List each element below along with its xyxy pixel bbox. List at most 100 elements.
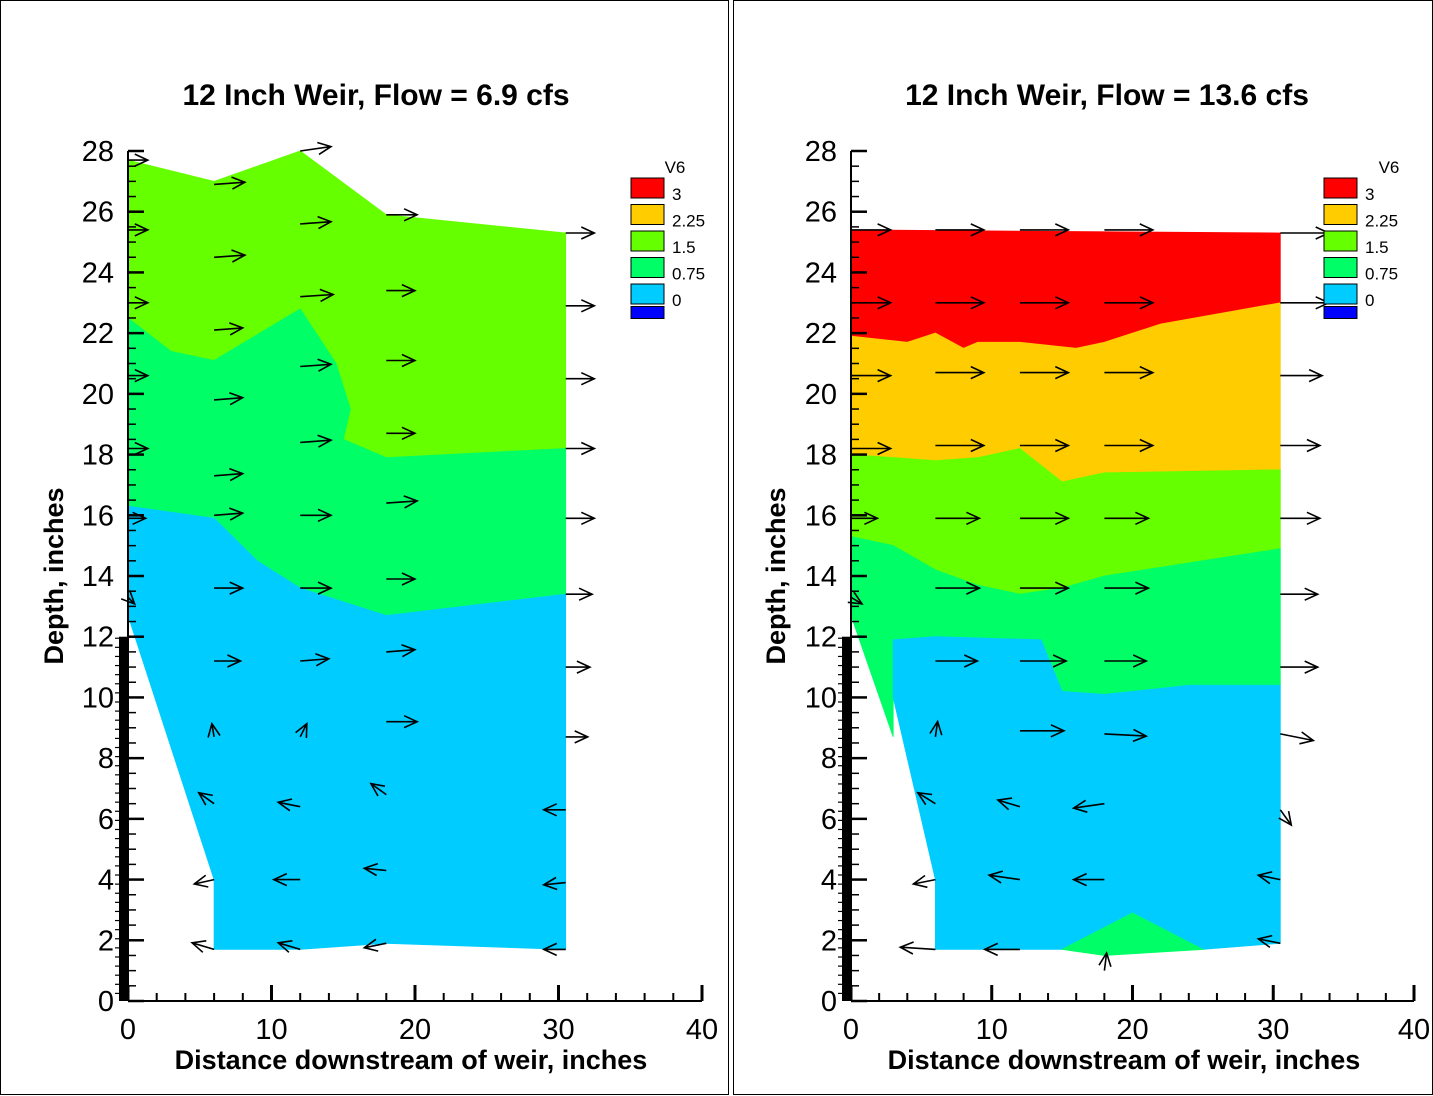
velocity-arrow: [128, 223, 150, 237]
chart-left-svg: 12 Inch Weir, Flow = 6.9 cfs Distance do…: [39, 79, 718, 1075]
y-tick-label: 20: [805, 379, 837, 411]
velocity-arrow: [1280, 226, 1331, 240]
velocity-arrow: [851, 223, 893, 237]
velocity-arrow: [565, 441, 597, 456]
x-tick-label: 10: [255, 1014, 287, 1046]
velocity-arrow: [935, 654, 980, 668]
x-tick-label: 30: [1257, 1014, 1289, 1046]
x-tick-label: 40: [1398, 1014, 1430, 1046]
y-tick-label: 2: [821, 925, 837, 957]
velocity-arrow: [386, 353, 417, 368]
velocity-arrow: [271, 872, 301, 887]
velocity-arrow: [276, 798, 301, 812]
x-tick-label: 10: [976, 1014, 1008, 1046]
velocity-arrow: [128, 441, 150, 456]
velocity-arrow: [565, 511, 597, 526]
y-axis-label: Depth, inches: [761, 487, 791, 664]
legend-swatch-bottom: [1323, 306, 1358, 319]
y-tick-label: 0: [821, 986, 837, 1018]
velocity-arrow: [214, 249, 247, 263]
x-tick-label: 40: [686, 1014, 718, 1046]
velocity-arrow: [1071, 872, 1105, 887]
legend-swatch: [630, 283, 665, 305]
velocity-arrow: [1104, 296, 1155, 310]
y-tick-label: 26: [805, 197, 837, 229]
x-axis-label: Distance downstream of weir, inches: [175, 1045, 648, 1075]
y-tick-label: 28: [805, 136, 837, 168]
velocity-vectors: [847, 223, 1331, 971]
velocity-arrow: [1104, 728, 1149, 743]
y-tick-label: 18: [82, 440, 114, 472]
y-tick-label: 4: [98, 865, 114, 897]
velocity-arrow: [207, 721, 221, 738]
y-tick-label: 6: [98, 804, 114, 836]
velocity-arrow: [214, 391, 245, 406]
y-tick-label: 4: [821, 865, 837, 897]
velocity-arrow: [362, 938, 387, 952]
y-tick-label: 26: [82, 197, 114, 229]
y-tick-label: 12: [82, 622, 114, 654]
legend-label: 0: [1365, 291, 1374, 310]
velocity-arrow: [128, 153, 150, 167]
velocity-arrow: [1280, 587, 1320, 601]
legend-swatch: [1323, 177, 1358, 199]
velocity-arrow: [1019, 581, 1071, 595]
y-tick-label: 8: [821, 743, 837, 775]
velocity-arrow: [1071, 799, 1105, 813]
velocity-arrow: [1104, 438, 1155, 453]
x-tick-label: 0: [843, 1014, 859, 1046]
velocity-arrow: [276, 940, 301, 953]
velocity-arrow: [935, 511, 982, 526]
velocity-arrow: [128, 368, 150, 383]
velocity-arrow: [851, 368, 893, 383]
velocity-arrow: [120, 590, 136, 606]
velocity-arrow: [1104, 223, 1155, 237]
legend-swatch: [630, 230, 665, 252]
chart-right-svg: 12 Inch Weir, Flow = 13.6 cfs Distance d…: [761, 79, 1430, 1075]
y-tick-label: 24: [82, 257, 114, 289]
weir-wall-hatch: [838, 637, 842, 995]
velocity-arrow: [386, 572, 417, 586]
y-tick-label: 0: [98, 986, 114, 1018]
velocity-arrow: [1280, 731, 1316, 745]
velocity-arrow: [565, 730, 590, 744]
velocity-arrow: [300, 141, 333, 156]
velocity-arrow: [565, 371, 597, 386]
contour-regions: [127, 150, 567, 950]
legend-swatch: [630, 257, 665, 278]
velocity-arrow: [1019, 438, 1071, 453]
chart-panel-right: 12 Inch Weir, Flow = 13.6 cfs Distance d…: [733, 0, 1433, 1095]
velocity-arrow: [1019, 654, 1069, 668]
velocity-vectors: [120, 141, 597, 957]
weir-wall: [842, 636, 851, 1001]
velocity-arrow: [362, 862, 387, 877]
y-tick-label: 8: [98, 743, 114, 775]
velocity-arrow: [197, 791, 215, 806]
contour-regions: [850, 229, 1281, 956]
velocity-arrow: [386, 643, 417, 658]
velocity-arrow: [898, 941, 936, 955]
legend-swatch: [1323, 283, 1358, 305]
legend-swatch-bottom: [630, 306, 665, 319]
velocity-arrow: [386, 495, 419, 509]
velocity-arrow: [565, 587, 595, 601]
velocity-arrow: [1256, 934, 1281, 949]
velocity-arrow: [851, 296, 893, 310]
velocity-arrow: [369, 782, 387, 797]
legend-label: 2.25: [1365, 212, 1398, 231]
chart-panel-left: 12 Inch Weir, Flow = 6.9 cfs Distance do…: [0, 0, 729, 1095]
y-tick-label: 12: [805, 622, 837, 654]
y-tick-label: 10: [805, 682, 837, 714]
y-tick-label: 24: [805, 257, 837, 289]
velocity-arrow: [1104, 365, 1155, 380]
y-tick-label: 28: [82, 136, 114, 168]
velocity-arrow: [935, 581, 982, 595]
legend: 3 2.25 1.5 0.75 0: [630, 177, 705, 319]
y-tick-label: 16: [82, 500, 114, 532]
velocity-arrow: [214, 322, 245, 336]
y-tick-label: 6: [821, 804, 837, 836]
legend-label: 0.75: [672, 265, 705, 284]
y-axis-label: Depth, inches: [39, 487, 69, 664]
y-tick-label: 18: [805, 440, 837, 472]
